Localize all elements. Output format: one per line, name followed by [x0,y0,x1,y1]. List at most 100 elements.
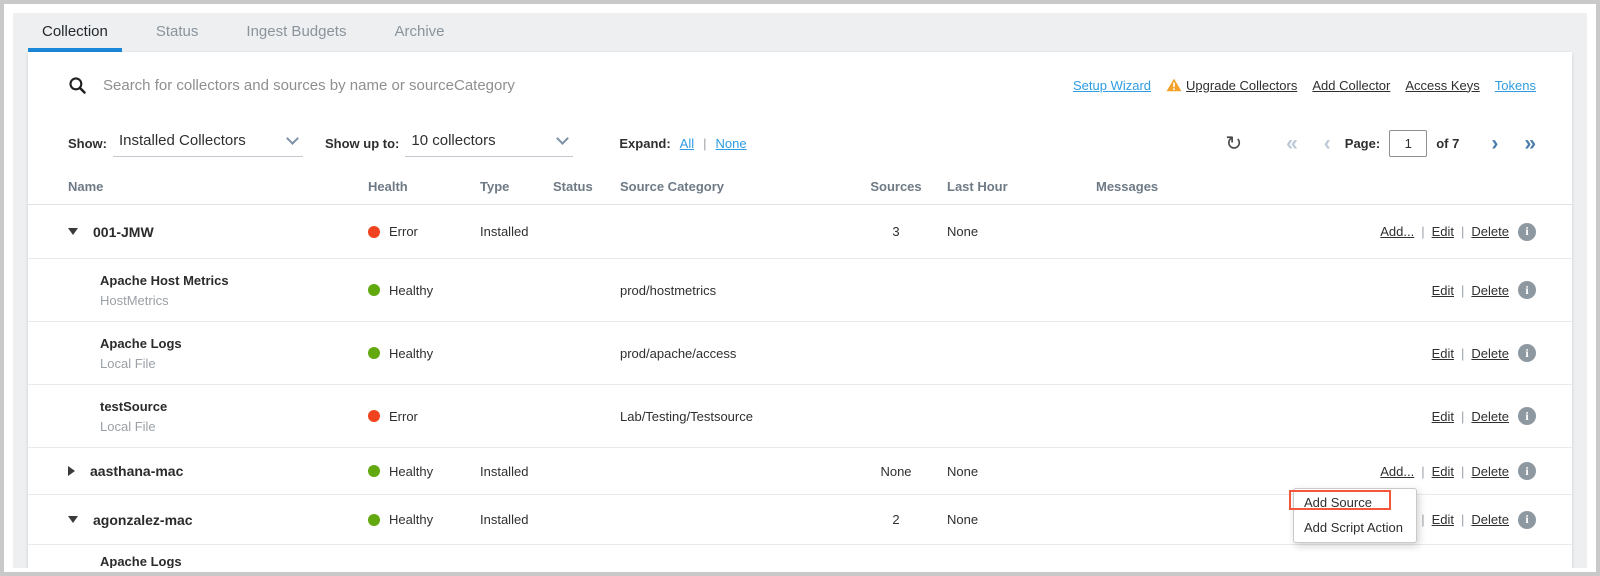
source-row-testsource: testSource Local File Error Lab/Testing/… [28,385,1572,448]
menu-item-add-source[interactable]: Add Source [1289,490,1416,515]
info-icon[interactable]: i [1518,222,1536,241]
tab-status[interactable]: Status [142,15,213,52]
edit-link[interactable]: Edit [1431,282,1455,298]
last-page-button[interactable]: » [1524,131,1536,155]
collector-type: Installed [480,463,529,479]
health-healthy-dot [368,465,380,477]
collector-name: aasthana-mac [90,463,184,479]
delete-link[interactable]: Delete [1471,282,1509,298]
source-type: Local File [100,355,156,371]
health-healthy-dot [368,513,380,526]
info-icon[interactable]: i [1518,462,1536,480]
health-label: Healthy [389,345,434,361]
show-label: Show: [68,135,107,151]
edit-link[interactable]: Edit [1431,463,1455,479]
refresh-icon[interactable]: ↻ [1225,132,1243,155]
edit-link[interactable]: Edit [1431,512,1455,527]
col-type: Type [480,178,510,194]
col-source-category: Source Category [620,178,725,194]
divider: | [703,135,707,151]
access-keys-link[interactable]: Access Keys [1405,77,1480,93]
info-icon[interactable]: i [1518,281,1536,299]
tab-status-label: Status [155,23,199,40]
top-links: Setup Wizard Upgrade Collectors Add Coll… [1073,78,1536,93]
health-error-dot [368,410,380,422]
expand-triangle-icon[interactable] [68,466,75,476]
sources-count: 2 [892,512,900,527]
health-label: Error [389,224,418,239]
tab-ingest-budgets-label: Ingest Budgets [246,23,347,40]
delete-link[interactable]: Delete [1471,463,1509,479]
health-error-dot [368,225,380,238]
page-number-group: Page: of 7 [1344,129,1459,157]
search-input[interactable] [103,76,1057,94]
last-hour-value: None [947,512,979,527]
tab-ingest-budgets[interactable]: Ingest Budgets [232,15,360,52]
show-up-to-dropdown-value: 10 collectors [411,131,496,149]
setup-wizard-link[interactable]: Setup Wizard [1073,77,1152,93]
menu-item-add-script-action[interactable]: Add Script Action [1294,515,1416,540]
search-icon [69,76,86,94]
info-icon[interactable]: i [1518,510,1536,529]
edit-link[interactable]: Edit [1431,408,1455,424]
upgrade-collectors-link[interactable]: Upgrade Collectors [1186,77,1298,93]
edit-link[interactable]: Edit [1431,224,1455,239]
delete-link[interactable]: Delete [1471,345,1509,361]
source-row-apache-logs: Apache Logs Local File Healthy prod/apac… [28,322,1572,385]
expand-none-link[interactable]: None [715,135,747,151]
show-dropdown[interactable]: Installed Collectors [113,130,303,157]
health-healthy-dot [368,347,380,359]
source-row-partial: Apache Logs [28,545,1572,568]
col-messages: Messages [1096,178,1159,194]
tab-collection[interactable]: Collection [28,15,122,52]
info-icon[interactable]: i [1518,407,1536,425]
col-status: Status [553,178,593,194]
collector-type: Installed [480,512,529,527]
collapse-triangle-icon[interactable] [68,516,78,523]
delete-link[interactable]: Delete [1471,224,1509,239]
page-label: Page: [1344,135,1381,151]
col-name: Name [68,178,104,194]
col-sources: Sources [870,178,922,194]
add-collector-link[interactable]: Add Collector [1312,77,1391,93]
prev-page-button[interactable]: ‹ [1323,131,1331,155]
source-category: prod/hostmetrics [620,282,717,298]
edit-link[interactable]: Edit [1431,345,1455,361]
tokens-link[interactable]: Tokens [1494,77,1536,93]
collapse-triangle-icon[interactable] [68,228,78,235]
sources-count: None [880,463,912,479]
col-health: Health [368,178,408,194]
collector-row-aasthana-mac: aasthana-mac Healthy Installed None None… [28,448,1572,495]
show-up-to-dropdown[interactable]: 10 collectors [405,130,574,157]
expand-group: Expand: All | None [619,136,746,151]
add-link[interactable]: Add... [1380,224,1415,239]
source-row-apache-host-metrics: Apache Host Metrics HostMetrics Healthy … [28,259,1572,322]
tab-collection-label: Collection [42,23,108,40]
col-last-hour: Last Hour [947,178,1008,194]
table-header: Name Health Type Status Source Category … [28,168,1572,205]
source-type: Local File [100,418,156,434]
health-label: Error [389,408,418,424]
health-label: Healthy [389,463,434,479]
collector-row-001-jmw: 001-JMW Error Installed 3 None Add... | … [28,205,1572,259]
add-link[interactable]: Add... [1380,463,1415,479]
source-type: HostMetrics [100,292,169,308]
tab-bar: Collection Status Ingest Budgets Archive [13,13,1587,52]
tab-archive[interactable]: Archive [380,15,458,52]
warning-icon [1166,78,1182,92]
delete-link[interactable]: Delete [1471,408,1509,424]
info-icon[interactable]: i [1518,344,1536,362]
next-page-button[interactable]: › [1491,131,1499,155]
collector-type: Installed [480,224,529,239]
health-healthy-dot [368,284,380,296]
first-page-button[interactable]: « [1286,131,1298,155]
pagination: ↻ « ‹ Page: of 7 › » [1225,129,1536,157]
health-label: Healthy [389,282,434,298]
chevron-down-icon [286,132,299,145]
page-number-input[interactable] [1389,129,1428,157]
delete-link[interactable]: Delete [1471,512,1509,527]
show-up-to-label: Show up to: [325,135,400,151]
expand-all-link[interactable]: All [679,135,695,151]
upgrade-collectors-group: Upgrade Collectors [1166,78,1297,93]
